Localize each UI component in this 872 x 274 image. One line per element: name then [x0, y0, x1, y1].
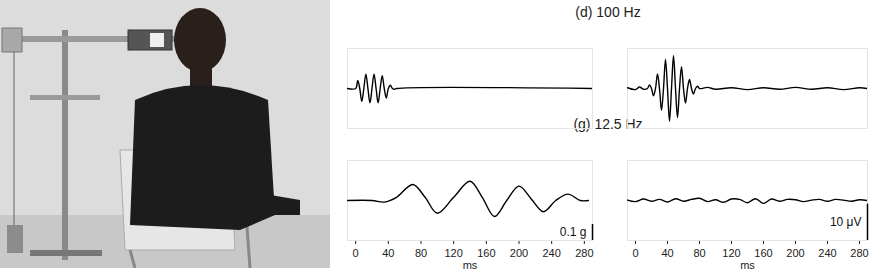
svg-text:0.1 g: 0.1 g	[560, 225, 587, 239]
svg-text:120: 120	[444, 247, 462, 259]
svg-text:40: 40	[661, 247, 673, 259]
svg-text:40: 40	[382, 247, 394, 259]
svg-text:10 μV: 10 μV	[830, 215, 862, 229]
html-text:(d) 100 Hz: (d) 100 Hz	[575, 4, 641, 20]
svg-text:280: 280	[575, 247, 593, 259]
svg-text:0: 0	[353, 247, 359, 259]
svg-text:0: 0	[632, 247, 638, 259]
svg-text:200: 200	[510, 247, 528, 259]
svg-text:240: 240	[542, 247, 560, 259]
svg-text:120: 120	[722, 247, 740, 259]
svg-text:ms: ms	[740, 259, 755, 271]
html-text:(g) 12.5 Hz: (g) 12.5 Hz	[573, 116, 643, 132]
svg-text:160: 160	[754, 247, 772, 259]
svg-text:280: 280	[850, 247, 868, 259]
svg-text:160: 160	[477, 247, 495, 259]
svg-text:80: 80	[693, 247, 705, 259]
svg-text:200: 200	[786, 247, 804, 259]
svg-text:240: 240	[818, 247, 836, 259]
svg-text:80: 80	[415, 247, 427, 259]
svg-text:ms: ms	[463, 259, 478, 271]
